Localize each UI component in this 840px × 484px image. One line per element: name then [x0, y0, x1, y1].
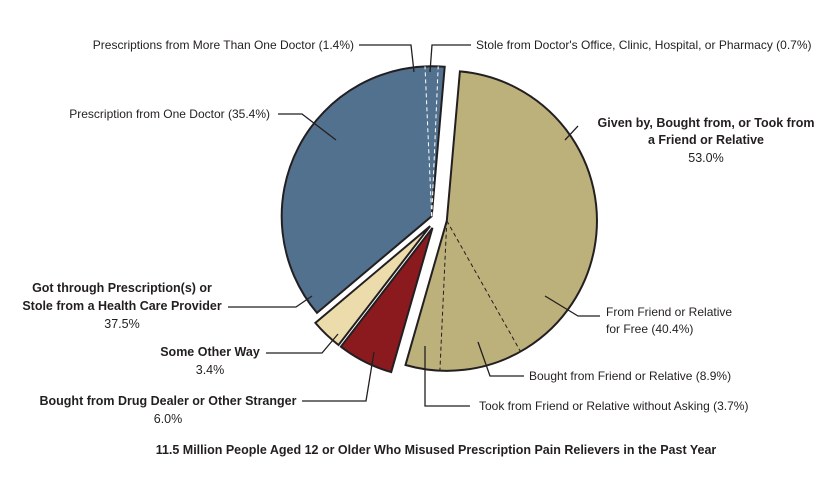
slice-other-way [313, 225, 431, 347]
label-stole-from-doctor: Stole from Doctor's Office, Clinic, Hosp… [476, 38, 812, 52]
leader-stole-doctor [429, 44, 471, 73]
leader-one-doctor [278, 113, 337, 141]
subslice-divider-more-stole [431, 66, 439, 217]
chart-caption: 11.5 Million People Aged 12 or Older Who… [156, 443, 717, 457]
label-prescription-line1: Got through Prescription(s) or [32, 281, 212, 295]
leader-drug-dealer [302, 351, 375, 402]
value-friend-relative: 53.0% [688, 151, 723, 165]
value-drug-dealer: 6.0% [154, 412, 183, 426]
leader-bought-friend [477, 341, 524, 377]
leader-prescription [228, 295, 313, 308]
label-took-without-asking: Took from Friend or Relative without Ask… [479, 399, 748, 413]
label-other-way: Some Other Way [160, 345, 260, 359]
slice-drug-dealer [339, 227, 434, 374]
label-friend-relative-line2: a Friend or Relative [648, 133, 764, 147]
slice-prescription [280, 65, 446, 315]
leader-friend-relative [564, 125, 579, 141]
leader-more-doctor [359, 44, 415, 73]
leader-other-way [266, 333, 339, 354]
label-more-than-one-doctor: Prescriptions from More Than One Doctor … [93, 38, 354, 52]
leader-free [544, 295, 600, 317]
value-prescription: 37.5% [104, 317, 139, 331]
value-other-way: 3.4% [196, 363, 225, 377]
subslice-divider-one-more [424, 66, 433, 217]
label-drug-dealer: Bought from Drug Dealer or Other Strange… [40, 394, 297, 408]
label-for-free-line1: From Friend or Relative [606, 305, 732, 319]
label-one-doctor: Prescription from One Doctor (35.4%) [69, 107, 270, 121]
leader-took [424, 346, 470, 407]
label-prescription-line2: Stole from a Health Care Provider [22, 299, 222, 313]
label-bought-from-friend: Bought from Friend or Relative (8.9%) [529, 369, 731, 383]
slice-friend-or-relative [404, 70, 598, 372]
label-friend-relative-line1: Given by, Bought from, or Took from [598, 116, 815, 130]
label-for-free-line2: for Free (40.4%) [606, 322, 693, 336]
